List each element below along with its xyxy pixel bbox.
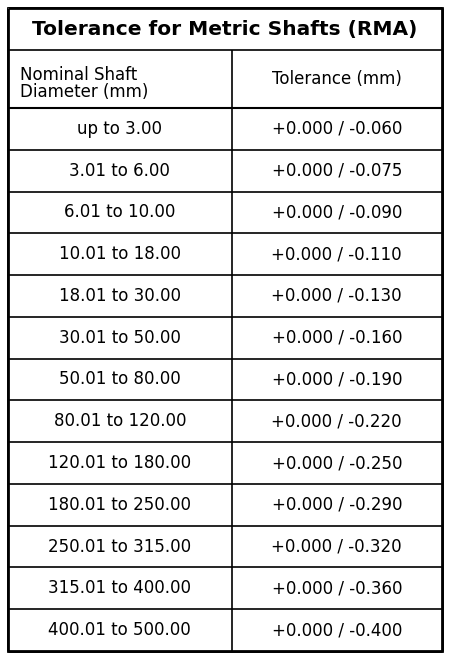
Text: +0.000 / -0.220: +0.000 / -0.220	[271, 413, 402, 430]
Text: +0.000 / -0.060: +0.000 / -0.060	[271, 120, 402, 138]
Text: 18.01 to 30.00: 18.01 to 30.00	[59, 287, 181, 305]
Bar	[8, 358, 442, 401]
Bar	[8, 192, 442, 233]
Text: 10.01 to 18.00: 10.01 to 18.00	[59, 245, 181, 263]
Bar	[8, 275, 442, 317]
Text: +0.000 / -0.075: +0.000 / -0.075	[271, 161, 402, 180]
Text: 315.01 to 400.00: 315.01 to 400.00	[48, 579, 191, 597]
Text: Tolerance for Metric Shafts (RMA): Tolerance for Metric Shafts (RMA)	[32, 20, 418, 38]
Text: +0.000 / -0.290: +0.000 / -0.290	[271, 496, 402, 514]
Text: Nominal Shaft: Nominal Shaft	[20, 66, 137, 84]
Text: 250.01 to 315.00: 250.01 to 315.00	[48, 538, 191, 556]
Text: +0.000 / -0.090: +0.000 / -0.090	[271, 204, 402, 221]
Text: +0.000 / -0.360: +0.000 / -0.360	[271, 579, 402, 597]
Bar	[8, 609, 442, 651]
Bar	[8, 317, 442, 358]
Text: +0.000 / -0.110: +0.000 / -0.110	[271, 245, 402, 263]
Text: 400.01 to 500.00: 400.01 to 500.00	[49, 621, 191, 639]
Text: 3.01 to 6.00: 3.01 to 6.00	[69, 161, 170, 180]
Text: 80.01 to 120.00: 80.01 to 120.00	[54, 413, 186, 430]
Text: +0.000 / -0.320: +0.000 / -0.320	[271, 538, 402, 556]
Text: +0.000 / -0.400: +0.000 / -0.400	[271, 621, 402, 639]
Bar	[8, 401, 442, 442]
Bar	[8, 150, 442, 192]
Text: +0.000 / -0.160: +0.000 / -0.160	[271, 329, 402, 347]
Text: Tolerance (mm): Tolerance (mm)	[272, 70, 402, 88]
Text: 50.01 to 80.00: 50.01 to 80.00	[59, 370, 180, 389]
Bar	[8, 233, 442, 275]
Text: +0.000 / -0.190: +0.000 / -0.190	[271, 370, 402, 389]
Bar	[8, 108, 442, 150]
Text: up to 3.00: up to 3.00	[77, 120, 162, 138]
Text: +0.000 / -0.130: +0.000 / -0.130	[271, 287, 402, 305]
Text: Diameter (mm): Diameter (mm)	[20, 83, 148, 101]
Text: 180.01 to 250.00: 180.01 to 250.00	[48, 496, 191, 514]
Bar	[8, 442, 442, 484]
Text: 30.01 to 50.00: 30.01 to 50.00	[59, 329, 181, 347]
Bar	[8, 8, 442, 50]
Text: 6.01 to 10.00: 6.01 to 10.00	[64, 204, 176, 221]
Text: +0.000 / -0.250: +0.000 / -0.250	[271, 454, 402, 472]
Bar	[8, 484, 442, 526]
Bar	[8, 567, 442, 609]
Text: 120.01 to 180.00: 120.01 to 180.00	[48, 454, 191, 472]
Bar	[8, 50, 442, 108]
Bar	[8, 526, 442, 567]
